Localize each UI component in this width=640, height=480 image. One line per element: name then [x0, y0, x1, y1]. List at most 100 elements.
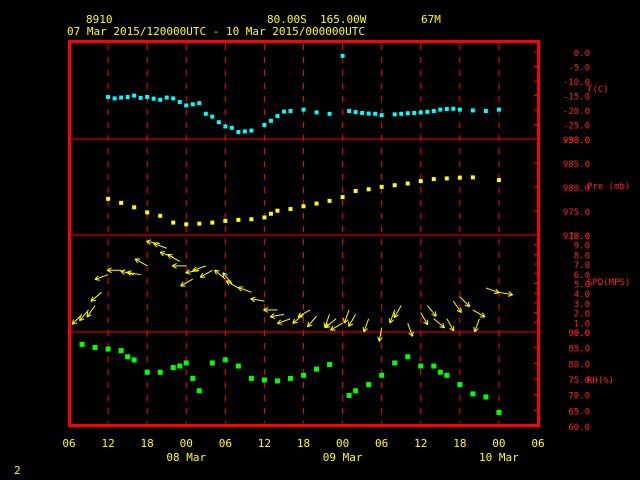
wind-arrow [126, 270, 141, 276]
temperature-point [229, 125, 234, 130]
wind-arrow-head [250, 298, 255, 303]
wind-arrow-head [412, 331, 414, 337]
wind-arrow-shaft [134, 258, 148, 267]
pressure-point [327, 198, 332, 203]
wind-arrow [250, 296, 265, 303]
wind-arrow-head [153, 243, 158, 248]
temperature-tick-label: -15.0 [563, 93, 590, 103]
wind-arrow-shaft [378, 327, 383, 342]
x-date-label: 08 Mar [166, 451, 206, 464]
humidity-tick-label: 90.0 [568, 329, 590, 339]
wind-arrow-head [389, 319, 394, 324]
temperature-point [405, 111, 410, 116]
pressure-axis-label: Pre (mb) [587, 182, 630, 192]
humidity-point [444, 372, 450, 378]
temperature-point [203, 111, 208, 116]
pressure-point [184, 222, 189, 227]
x-tick-label: 18 [297, 437, 310, 450]
pressure-point [470, 175, 475, 180]
wind-arrow-shaft [146, 240, 161, 245]
x-date-label: 10 Mar [479, 451, 519, 464]
pressure-point [106, 196, 111, 201]
wind-arrow-shaft [363, 318, 370, 333]
wind-arrow-shaft [94, 274, 109, 280]
wind-arrow-head [79, 318, 85, 322]
x-tick-label: 06 [62, 437, 75, 450]
wind-arrow-head [330, 325, 334, 331]
wind-arrow [393, 305, 402, 319]
wind-arrow-head [222, 272, 225, 278]
wind-arrow-shaft [167, 254, 180, 262]
humidity-point [483, 394, 489, 400]
wind-arrow [292, 313, 304, 324]
wind-arrow-head [237, 287, 242, 292]
wind-arrow-head [464, 304, 470, 308]
wind-arrow-head [323, 322, 326, 328]
wind-arrow-head [495, 288, 500, 294]
wind-arrow-head [439, 326, 445, 329]
pressure-point [314, 201, 319, 206]
temperature-point [373, 111, 378, 116]
wind-tick-label: 10.0 [568, 232, 590, 242]
data-layer [71, 53, 514, 415]
temperature-tick-label: 0.0 [574, 49, 590, 59]
temperature-point [418, 110, 423, 115]
wind-arrow-head [363, 328, 368, 333]
wind-arrow-head [423, 321, 429, 326]
pressure-point [301, 204, 306, 209]
wind-arrow-shaft [90, 291, 102, 302]
wind-arrow-head [126, 270, 132, 273]
pressure-point [210, 220, 215, 225]
pressure-point [145, 210, 150, 215]
wind-arrow-head [185, 269, 190, 274]
humidity-tick-label: 80.0 [568, 360, 590, 370]
wind-arrow-shaft [225, 280, 239, 289]
temperature-point [444, 107, 449, 112]
humidity-point [248, 375, 254, 381]
temperature-point [236, 130, 241, 134]
wind-arrow-head [408, 332, 413, 337]
temperature-point [242, 129, 247, 134]
wind-arrow-head [269, 313, 275, 318]
x-tick-label: 12 [258, 437, 271, 450]
wind-tick-label: 2.0 [574, 310, 590, 320]
temperature-point [412, 110, 417, 115]
wind-arrow-head [172, 265, 177, 269]
wind-arrow [324, 318, 337, 329]
wind-arrow-head [324, 322, 328, 328]
wind-axis-label: SPD(MPS) [587, 278, 630, 288]
pressure-tick-label: 985.0 [563, 160, 590, 170]
temperature-point [216, 120, 221, 125]
wind-arrow-shaft [472, 309, 486, 318]
pressure-point [353, 188, 358, 193]
station-elevation: 67M [421, 13, 441, 26]
humidity-point [125, 354, 131, 360]
wind-arrow-shaft [180, 278, 194, 287]
wind-arrow-head [214, 269, 217, 275]
temperature-tick-label: -20.0 [563, 107, 590, 117]
wind-arrow [146, 239, 161, 245]
temperature-point [249, 128, 254, 133]
humidity-point [222, 357, 228, 363]
wind-arrow-shaft [192, 265, 206, 272]
humidity-point [353, 388, 359, 394]
wind-arrow-shaft [420, 312, 429, 325]
temperature-point [483, 109, 488, 113]
wind-arrow [343, 309, 350, 324]
wind-arrow-head [185, 272, 191, 275]
wind-arrow [459, 296, 471, 308]
temperature-point [125, 95, 130, 99]
humidity-tick-label: 75.0 [568, 376, 590, 386]
wind-arrow-head [86, 311, 89, 318]
x-tick-label: 18 [453, 437, 466, 450]
wind-arrow-head [192, 270, 198, 272]
wind-arrow-head [377, 336, 380, 342]
temperature-point [184, 103, 189, 108]
pressure-point [444, 176, 449, 181]
wind-arrow-shaft [79, 309, 89, 322]
temperature-point [347, 109, 352, 113]
humidity-tick-label: 70.0 [568, 392, 590, 402]
wind-arrow-head [456, 309, 462, 314]
wind-arrow-shaft [270, 313, 285, 318]
wind-arrow-head [250, 296, 256, 300]
